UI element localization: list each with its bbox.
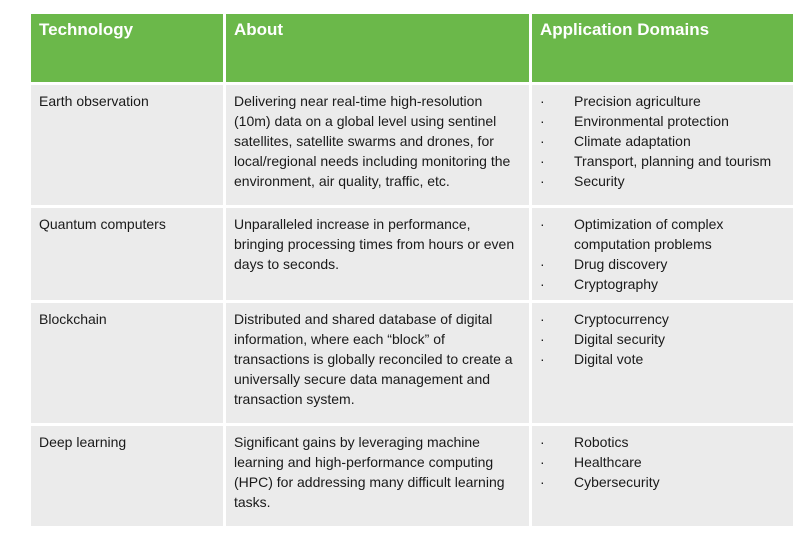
domains-cell: Cryptocurrency Digital security Digital … bbox=[532, 303, 793, 423]
list-item: Cybersecurity bbox=[540, 472, 785, 492]
technology-table: Technology About Application Domains Ear… bbox=[28, 11, 796, 529]
domain-list: Optimization of complex computation prob… bbox=[540, 214, 785, 294]
technology-cell: Quantum computers bbox=[31, 208, 223, 300]
header-application-domains: Application Domains bbox=[532, 14, 793, 82]
list-item: Cryptography bbox=[540, 274, 785, 294]
about-cell: Distributed and shared database of digit… bbox=[226, 303, 529, 423]
list-item: Transport, planning and tourism bbox=[540, 151, 785, 171]
list-item: Climate adaptation bbox=[540, 131, 785, 151]
domains-cell: Precision agriculture Environmental prot… bbox=[532, 85, 793, 205]
domain-list: Robotics Healthcare Cybersecurity bbox=[540, 432, 785, 492]
domains-cell: Robotics Healthcare Cybersecurity bbox=[532, 426, 793, 526]
list-item: Robotics bbox=[540, 432, 785, 452]
domain-list: Precision agriculture Environmental prot… bbox=[540, 91, 785, 191]
list-item: Security bbox=[540, 171, 785, 191]
about-cell: Delivering near real-time high-resolutio… bbox=[226, 85, 529, 205]
list-item: Cryptocurrency bbox=[540, 309, 785, 329]
list-item: Digital security bbox=[540, 329, 785, 349]
table-row: Blockchain Distributed and shared databa… bbox=[31, 303, 793, 423]
header-about: About bbox=[226, 14, 529, 82]
list-item: Healthcare bbox=[540, 452, 785, 472]
list-item: Precision agriculture bbox=[540, 91, 785, 111]
domains-cell: Optimization of complex computation prob… bbox=[532, 208, 793, 300]
list-item: Drug discovery bbox=[540, 254, 785, 274]
list-item: Optimization of complex computation prob… bbox=[540, 214, 785, 254]
header-row: Technology About Application Domains bbox=[31, 14, 793, 82]
table-row: Earth observation Delivering near real-t… bbox=[31, 85, 793, 205]
about-cell: Unparalleled increase in performance, br… bbox=[226, 208, 529, 300]
header-technology: Technology bbox=[31, 14, 223, 82]
technology-cell: Blockchain bbox=[31, 303, 223, 423]
technology-cell: Earth observation bbox=[31, 85, 223, 205]
table-row: Deep learning Significant gains by lever… bbox=[31, 426, 793, 526]
table-row: Quantum computers Unparalleled increase … bbox=[31, 208, 793, 300]
list-item: Digital vote bbox=[540, 349, 785, 369]
about-cell: Significant gains by leveraging machine … bbox=[226, 426, 529, 526]
domain-list: Cryptocurrency Digital security Digital … bbox=[540, 309, 785, 369]
technology-cell: Deep learning bbox=[31, 426, 223, 526]
list-item: Environmental protection bbox=[540, 111, 785, 131]
